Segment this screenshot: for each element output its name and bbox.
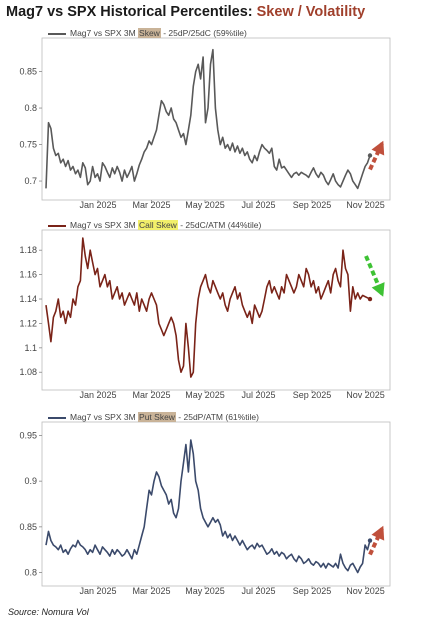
skew-chart-panel: 0.7 0.75 0.8 0.85 Jan 2025 Mar 2025 May 2025 Ju…	[0, 24, 423, 222]
call-skew-xtick-label: Jan 2025	[79, 390, 116, 400]
put-skew-ytick-label: 0.8	[24, 568, 37, 578]
call-skew-chart-panel: 1.08 1.1 1.12 1.14 1.16 1.18 Jan 2025 Mar 2025 M…	[0, 212, 423, 408]
call-skew-legend-swatch	[48, 224, 66, 227]
call-skew-legend-post: - 25dC/ATM (44%tile)	[177, 220, 262, 230]
skew-ytick-label: 0.7	[24, 176, 37, 186]
put-skew-last-point	[367, 538, 373, 543]
call-skew-chart: 1.08 1.1 1.12 1.14 1.16 1.18 Jan 2025 Mar 2025 M…	[19, 229, 391, 400]
call-skew-legend-pre: Mag7 vs SPX 3M	[70, 220, 139, 230]
skew-series-line	[45, 48, 371, 190]
call-skew-xtick-label: Sep 2025	[293, 390, 332, 400]
skew-xtick-label: Nov 2025	[346, 200, 385, 210]
call-skew-ytick-label: 1.16	[19, 270, 37, 280]
skew-ytick-label: 0.75	[19, 140, 37, 150]
skew-chart: 0.7 0.75 0.8 0.85 Jan 2025 Mar 2025 May 2025 Ju…	[19, 37, 391, 210]
skew-ytick-label: 0.85	[19, 67, 37, 77]
skew-legend-post: - 25dP/25dC (59%tile)	[160, 28, 247, 38]
call-skew-legend-mark: Call Skew	[138, 220, 178, 230]
call-skew-ytick-label: 1.1	[24, 343, 37, 353]
call-skew-xtick-label: May 2025	[185, 390, 225, 400]
call-skew-ytick-label: 1.18	[19, 245, 37, 255]
put-skew-xtick-label: May 2025	[185, 586, 225, 596]
skew-xtick-label: May 2025	[185, 200, 225, 210]
skew-legend-swatch	[48, 32, 66, 35]
put-skew-trend-arrow-head	[371, 525, 385, 541]
put-skew-legend-mark: Put Skew	[138, 412, 176, 422]
put-skew-ytick-label: 0.9	[24, 476, 37, 486]
put-skew-chart-panel: 0.8 0.85 0.9 0.95 Jan 2025 Mar 2025 May 2025 Ju…	[0, 406, 423, 604]
put-skew-xtick-label: Mar 2025	[132, 586, 170, 596]
put-skew-legend-post: - 25dP/ATM (61%tile)	[175, 412, 259, 422]
title-main: Mag7 vs SPX Historical Percentiles:	[6, 4, 257, 20]
skew-trend-arrow-head	[371, 140, 385, 156]
call-skew-trend-arrow-head	[371, 282, 385, 297]
source-note: Source: Nomura Vol	[8, 607, 89, 617]
skew-trend-arrow-shaft	[368, 142, 384, 171]
put-skew-series-line	[45, 439, 371, 574]
call-skew-xtick-label: Jul 2025	[241, 390, 275, 400]
put-skew-xtick-label: Jul 2025	[241, 586, 275, 596]
call-skew-xtick-label: Nov 2025	[346, 390, 385, 400]
skew-xtick-label: Mar 2025	[132, 200, 170, 210]
chart-title: Mag7 vs SPX Historical Percentiles: Skew…	[6, 4, 365, 20]
put-skew-ytick-label: 0.95	[19, 430, 37, 440]
put-skew-chart: 0.8 0.85 0.9 0.95 Jan 2025 Mar 2025 May 2025 Ju…	[19, 421, 391, 596]
skew-legend-pre: Mag7 vs SPX 3M	[70, 28, 139, 38]
put-skew-legend-pre: Mag7 vs SPX 3M	[70, 412, 139, 422]
skew-xtick-label: Sep 2025	[293, 200, 332, 210]
skew-xtick-label: Jan 2025	[79, 200, 116, 210]
call-skew-ytick-label: 1.08	[19, 367, 37, 377]
title-highlight: Skew / Volatility	[256, 4, 366, 20]
skew-ytick-label: 0.8	[24, 103, 37, 113]
skew-legend-mark: Skew	[138, 28, 161, 38]
put-skew-xtick-label: Nov 2025	[346, 586, 385, 596]
put-skew-ytick-label: 0.85	[19, 522, 37, 532]
put-skew-legend: Mag7 vs SPX 3M Put Skew - 25dP/ATM (61%t…	[48, 412, 259, 422]
call-skew-xtick-label: Mar 2025	[132, 390, 170, 400]
call-skew-last-point	[367, 296, 373, 302]
skew-frame	[41, 37, 391, 201]
call-skew-series-line	[45, 237, 371, 378]
call-skew-legend: Mag7 vs SPX 3M Call Skew - 25dC/ATM (44%…	[48, 220, 261, 230]
skew-legend: Mag7 vs SPX 3M Skew - 25dP/25dC (59%tile…	[48, 28, 247, 38]
put-skew-xtick-label: Sep 2025	[293, 586, 332, 596]
skew-xtick-label: Jul 2025	[241, 200, 275, 210]
put-skew-frame	[41, 421, 391, 587]
put-skew-xtick-label: Jan 2025	[79, 586, 116, 596]
call-skew-ytick-label: 1.14	[19, 294, 37, 304]
put-skew-legend-swatch	[48, 416, 66, 419]
call-skew-ytick-label: 1.12	[19, 318, 37, 328]
put-skew-trend-arrow-shaft	[368, 527, 384, 556]
call-skew-frame	[41, 229, 391, 391]
skew-last-point	[367, 153, 373, 158]
